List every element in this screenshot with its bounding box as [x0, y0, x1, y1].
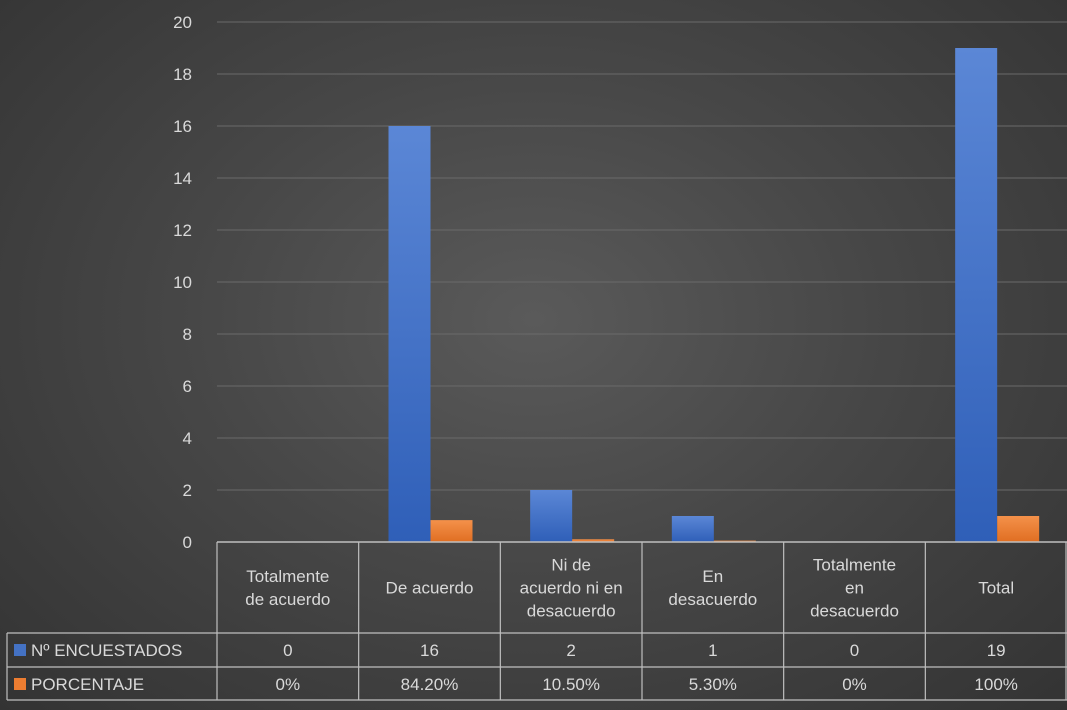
table-cell: 0: [283, 641, 292, 660]
table-cell: 10.50%: [542, 675, 600, 694]
bars: [388, 48, 1040, 542]
legend-key-porcentaje: [14, 678, 26, 690]
series-name: PORCENTAJE: [31, 675, 144, 694]
bar-porcentaje: [572, 539, 615, 542]
y-tick-label: 10: [173, 273, 192, 292]
table-cell: 5.30%: [689, 675, 737, 694]
bar-encuestados: [671, 516, 714, 542]
table-cell: 84.20%: [401, 675, 459, 694]
table-cell: 0: [850, 641, 859, 660]
y-tick-label: 0: [183, 533, 192, 552]
category-label: De acuerdo: [386, 579, 474, 598]
legend-key-encuestados: [14, 644, 26, 656]
y-tick-label: 2: [183, 481, 192, 500]
series-name: Nº ENCUESTADOS: [31, 641, 182, 660]
category-label: Totalmente de acuerdo: [245, 567, 330, 609]
y-tick-label: 6: [183, 377, 192, 396]
table-cell: 100%: [974, 675, 1017, 694]
y-axis: 0 2 4 6 8 10 12 14 16 18 20: [173, 13, 192, 552]
category-label: Ni de acuerdo ni en desacuerdo: [520, 556, 623, 621]
y-tick-label: 18: [173, 65, 192, 84]
gridlines: [217, 21, 1067, 543]
table-cell: 0%: [276, 675, 301, 694]
bar-porcentaje: [997, 516, 1040, 542]
data-table: Totalmente de acuerdo De acuerdo Ni de acuer…: [6, 541, 1067, 701]
table-cell: 2: [566, 641, 575, 660]
table-cell: 16: [420, 641, 439, 660]
category-label: Totalmente en desacuerdo: [810, 556, 899, 621]
bar-encuestados: [955, 48, 998, 542]
y-tick-label: 16: [173, 117, 192, 136]
y-tick-label: 4: [183, 429, 192, 448]
table-cell: 19: [987, 641, 1006, 660]
bar-encuestados: [530, 490, 573, 542]
y-tick-label: 8: [183, 325, 192, 344]
table-cell: 1: [708, 641, 717, 660]
category-label: Total: [978, 579, 1014, 598]
bar-encuestados: [388, 126, 431, 542]
table-cell: 0%: [842, 675, 867, 694]
y-tick-label: 12: [173, 221, 192, 240]
y-tick-label: 20: [173, 13, 192, 32]
category-label: En desacuerdo: [668, 567, 757, 609]
y-tick-label: 14: [173, 169, 192, 188]
bar-porcentaje: [430, 520, 473, 542]
